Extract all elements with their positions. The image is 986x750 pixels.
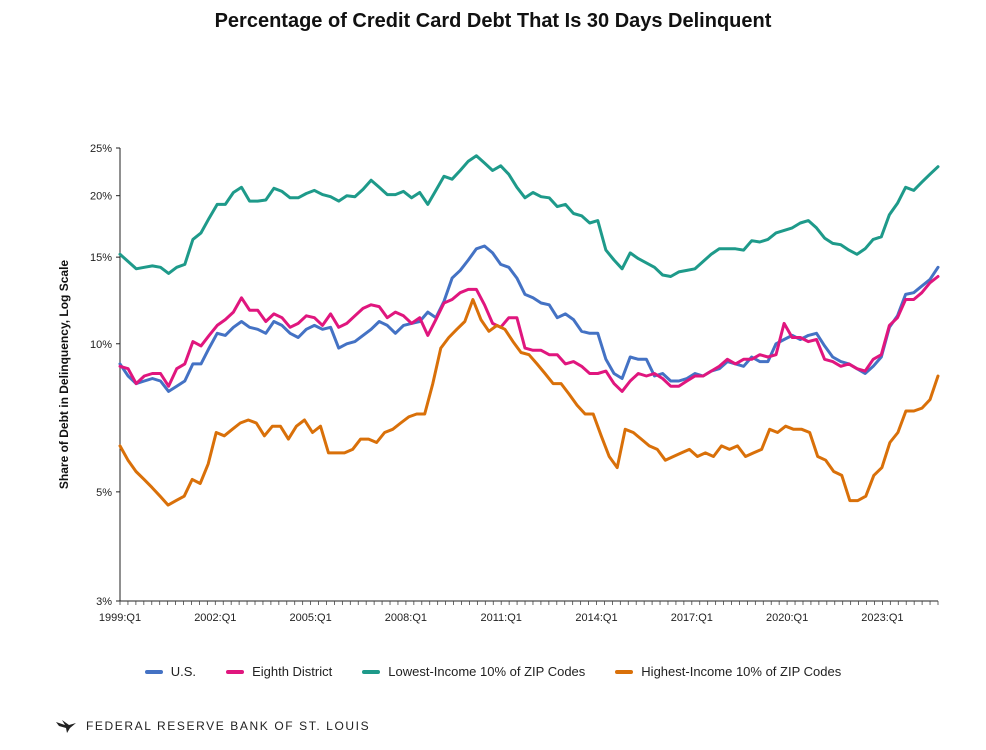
- y-tick-label: 10%: [90, 339, 112, 351]
- eagle-icon: [56, 720, 76, 733]
- x-tick-label: 1999:Q1: [99, 612, 141, 624]
- series-line-highest-income-10-of-zip-codes: [118, 298, 940, 507]
- y-tick-label: 25%: [90, 143, 112, 155]
- legend: U.S. Eighth District Lowest-Income 10% of …: [0, 664, 986, 679]
- y-tick-label: 3%: [96, 596, 112, 608]
- x-tick-label: 2005:Q1: [290, 612, 332, 624]
- line-chart: Share of Debt in Delinquency, Log Scale …: [57, 143, 940, 624]
- x-tick-label: 2008:Q1: [385, 612, 427, 624]
- legend-item: Lowest-Income 10% of ZIP Codes: [362, 664, 585, 679]
- footer-text: FEDERAL RESERVE BANK OF ST. LOUIS: [86, 719, 371, 733]
- y-tick-label: 15%: [90, 252, 112, 264]
- series-line-eighth-district: [118, 275, 940, 393]
- y-axis-label: Share of Debt in Delinquency, Log Scale: [57, 260, 71, 489]
- legend-swatch: [615, 669, 634, 674]
- x-tick-label: 2023:Q1: [861, 612, 903, 624]
- y-tick-label: 5%: [96, 487, 112, 499]
- legend-label: U.S.: [170, 664, 197, 679]
- legend-label: Highest-Income 10% of ZIP Codes: [641, 664, 842, 679]
- footer: FEDERAL RESERVE BANK OF ST. LOUIS: [56, 719, 370, 733]
- series-line-lowest-income-10-of-zip-codes: [118, 154, 940, 278]
- series-line-u-s: [118, 244, 940, 393]
- x-tick-label: 2002:Q1: [194, 612, 236, 624]
- legend-label: Lowest-Income 10% of ZIP Codes: [388, 664, 586, 679]
- x-tick-label: 2014:Q1: [575, 612, 617, 624]
- legend-item: Highest-Income 10% of ZIP Codes: [615, 664, 841, 679]
- legend-item: U.S.: [144, 664, 197, 679]
- x-tick-label: 2017:Q1: [671, 612, 713, 624]
- chart-title: Percentage of Credit Card Debt That Is 3…: [214, 10, 772, 32]
- legend-swatch: [362, 669, 381, 674]
- legend-label: Eighth District: [252, 664, 333, 679]
- legend-item: Eighth District: [226, 664, 332, 679]
- x-tick-label: 2011:Q1: [481, 612, 522, 624]
- y-tick-label: 20%: [90, 191, 112, 203]
- legend-swatch: [144, 669, 163, 674]
- x-tick-label: 2020:Q1: [766, 612, 808, 624]
- legend-swatch: [226, 669, 245, 674]
